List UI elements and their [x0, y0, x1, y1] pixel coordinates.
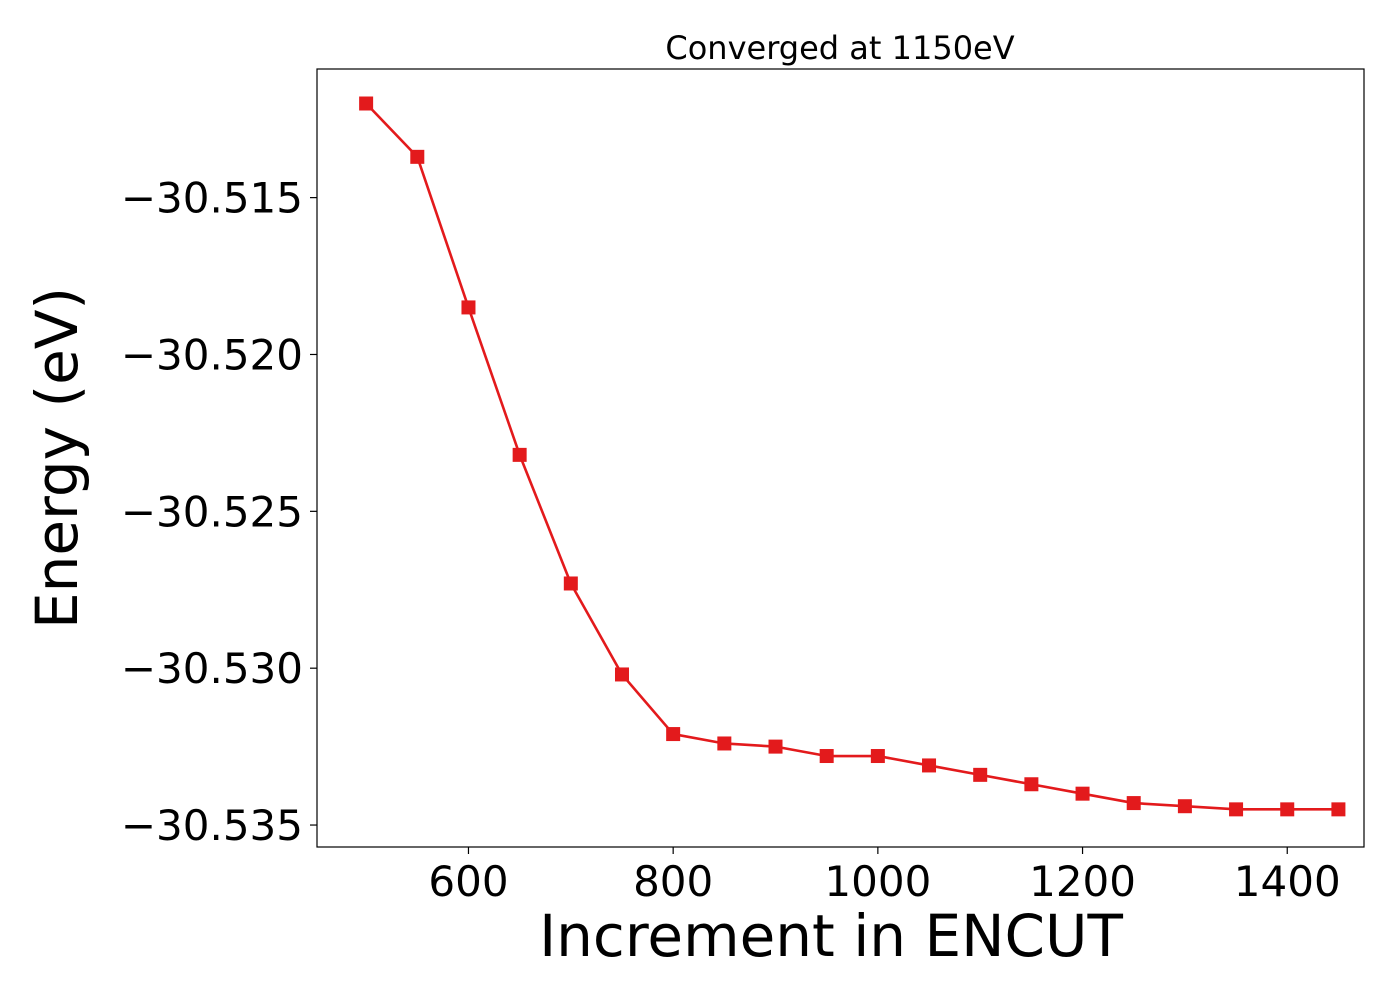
data-point-marker [1126, 796, 1141, 811]
y-axis: −30.515 −30.520 −30.525 −30.530 −30.535 [121, 174, 317, 850]
y-tick-label: −30.525 [121, 487, 303, 536]
data-point-marker [1024, 777, 1039, 792]
data-point-marker [563, 576, 578, 591]
data-point-marker [1280, 802, 1295, 817]
data-point-marker [666, 727, 681, 742]
data-point-marker [410, 149, 425, 164]
y-tick-label: −30.520 [121, 330, 303, 379]
data-point-marker [1331, 802, 1346, 817]
data-point-marker [1229, 802, 1244, 817]
x-tick-label: 600 [428, 857, 508, 906]
data-point-marker [922, 758, 937, 773]
plot-area [359, 96, 1346, 817]
data-point-marker [768, 739, 783, 754]
x-axis-label: Increment in ENCUT [539, 902, 1123, 970]
y-tick-label: −30.515 [121, 174, 303, 223]
x-tick-label: 800 [633, 857, 713, 906]
x-tick-label: 1200 [1029, 857, 1136, 906]
data-point-marker [870, 749, 885, 764]
y-tick-label: −30.535 [121, 801, 303, 850]
chart-title: Converged at 1150eV [665, 29, 1014, 67]
data-point-marker [512, 447, 527, 462]
data-point-marker [819, 749, 834, 764]
y-axis-label: Energy (eV) [23, 287, 91, 629]
data-point-marker [973, 767, 988, 782]
data-point-marker [1075, 786, 1090, 801]
y-tick-label: −30.530 [121, 644, 303, 693]
data-point-marker [717, 736, 732, 751]
axes-frame [316, 68, 1365, 848]
x-axis: 600 800 1000 1200 1400 [428, 847, 1341, 906]
x-tick-label: 1400 [1234, 857, 1341, 906]
data-point-marker [614, 667, 629, 682]
x-tick-label: 1000 [824, 857, 931, 906]
data-point-marker [461, 300, 476, 315]
data-point-marker [359, 96, 374, 111]
data-point-marker [1177, 799, 1192, 814]
series-line [365, 102, 1339, 811]
